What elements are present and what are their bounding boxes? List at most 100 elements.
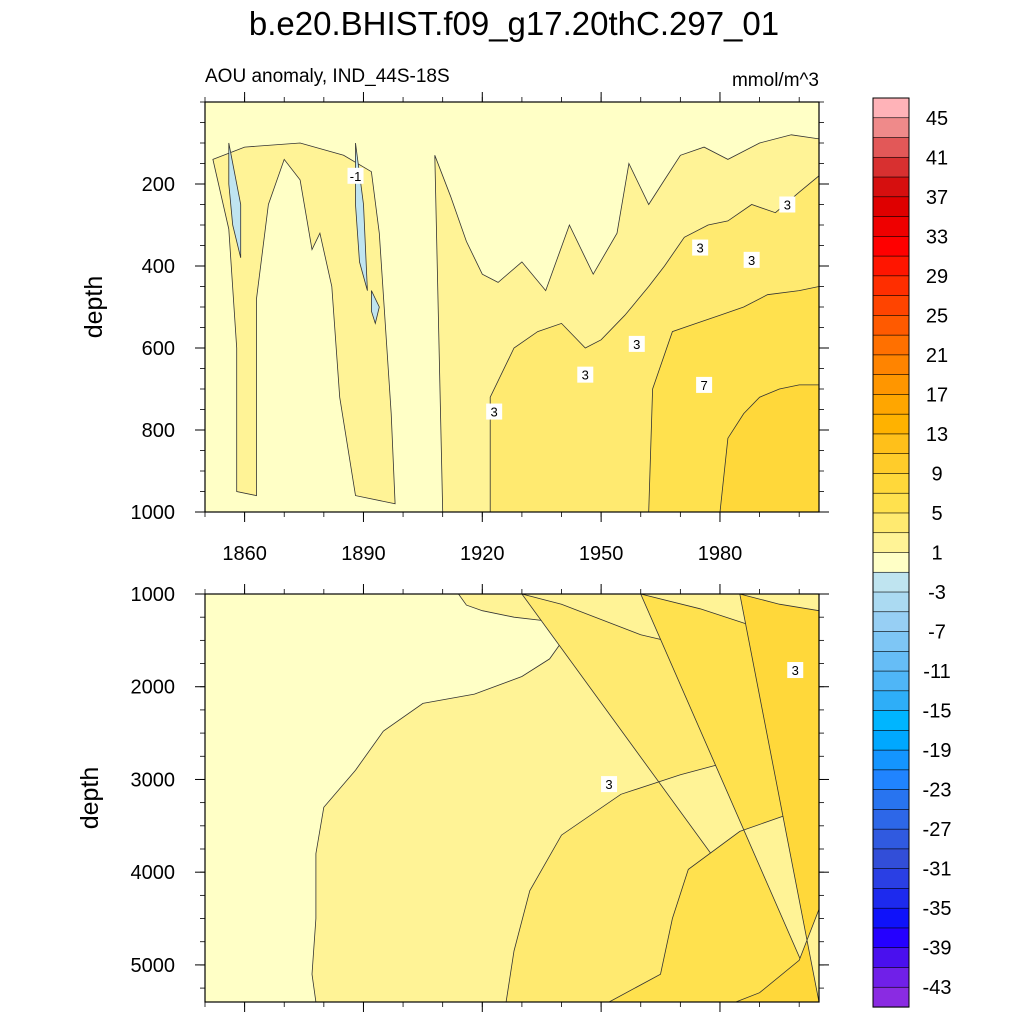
- colorbar-label: -19: [923, 740, 952, 762]
- colorbar-label: -39: [923, 938, 952, 960]
- colorbar-swatch: [872, 275, 910, 297]
- y-tick-label: 600: [142, 338, 175, 360]
- colorbar-swatch: [872, 809, 910, 830]
- colorbar-swatch: [872, 176, 910, 198]
- plot-frame: [204, 593, 820, 1003]
- svg-text:7: 7: [701, 378, 708, 393]
- y-tick-label: 2000: [131, 677, 176, 699]
- panel-lower: 3 3 1000 2000 3000 4000 5000: [131, 584, 829, 1012]
- contour-label: 3: [779, 196, 796, 213]
- colorbar-label: -23: [923, 780, 952, 802]
- y-tick-label: 1000: [131, 502, 176, 524]
- colorbar-swatch: [872, 848, 910, 870]
- colorbar-label: -31: [923, 859, 952, 881]
- colorbar-swatch: [872, 532, 910, 554]
- y-tick-label: 1000: [131, 584, 176, 606]
- colorbar-swatch: [872, 710, 910, 731]
- colorbar-swatch: [872, 967, 910, 988]
- colorbar-swatch: [872, 354, 910, 376]
- colorbar-label: -27: [923, 819, 952, 841]
- contour-label: 3: [601, 776, 618, 793]
- colorbar-swatch: [872, 888, 910, 909]
- contour-label: 3: [743, 251, 760, 268]
- chart-subtitle-left: AOU anomaly, IND_44S-18S: [205, 66, 450, 87]
- colorbar-swatch: [872, 236, 910, 257]
- colorbar-swatch: [872, 552, 910, 573]
- chart-title: b.e20.BHIST.f09_g17.20thC.297_01: [249, 5, 779, 42]
- colorbar-label: 5: [931, 503, 942, 525]
- colorbar-label: -3: [928, 582, 946, 604]
- svg-text:3: 3: [633, 337, 640, 352]
- y-tick-label: 400: [142, 256, 175, 278]
- panel-upper: -1 3 3 3 3 3 3 7 1860 1890 1920 1950 1980 200 400 600 80…: [131, 92, 829, 565]
- colorbar-swatch: [872, 97, 910, 119]
- colorbar-swatch: [872, 591, 910, 613]
- colorbar-swatch: [872, 611, 910, 633]
- svg-text:3: 3: [582, 368, 589, 383]
- colorbar-label: -15: [923, 701, 952, 723]
- colorbar-swatch: [872, 868, 910, 890]
- svg-text:3: 3: [605, 777, 612, 792]
- colorbar-swatch: [872, 512, 910, 534]
- colorbar-swatch: [872, 216, 910, 237]
- colorbar-label: -7: [928, 622, 946, 644]
- y-tick-label: 3000: [131, 769, 176, 791]
- colorbar-label: 29: [926, 266, 948, 288]
- svg-text:-1: -1: [350, 169, 362, 184]
- svg-text:3: 3: [748, 253, 755, 268]
- colorbar-swatch: [872, 927, 910, 949]
- contour-region: [228, 142, 242, 258]
- colorbar-swatch: [872, 690, 910, 712]
- colorbar-swatch: [872, 295, 910, 316]
- colorbar-swatch: [872, 473, 910, 494]
- contour-label: 7: [696, 376, 713, 393]
- svg-text:3: 3: [784, 198, 791, 213]
- contour-region: [370, 290, 380, 325]
- colorbar-frame: [872, 97, 910, 1008]
- x-tick-label: 1920: [460, 543, 505, 565]
- colorbar-swatch: [872, 137, 910, 158]
- colorbar-swatch: [872, 117, 910, 139]
- contour-region: [735, 594, 819, 1002]
- colorbar-label: 9: [931, 463, 942, 485]
- colorbar-swatch: [872, 374, 910, 396]
- x-tick-label: 1890: [341, 543, 386, 565]
- colorbar-label: 21: [926, 345, 948, 367]
- colorbar: 45 41 37 33 29 25 21 17 13 9 5 1 -3 -7 -11 -15 -19 -23 -27…: [872, 97, 952, 1008]
- colorbar-label: 25: [926, 305, 948, 327]
- contour-label: 3: [486, 403, 503, 420]
- colorbar-swatch: [872, 394, 910, 415]
- colorbar-swatch: [872, 947, 910, 969]
- y-tick-label: 800: [142, 420, 175, 442]
- x-tick-label: 1950: [579, 543, 624, 565]
- contour-label: -1: [347, 167, 364, 184]
- y-tick-label: 4000: [131, 862, 176, 884]
- contour-label: 3: [787, 662, 804, 679]
- colorbar-label: -35: [923, 898, 952, 920]
- colorbar-swatch: [872, 334, 910, 356]
- colorbar-swatch: [872, 571, 910, 593]
- colorbar-label: 1: [931, 543, 942, 565]
- colorbar-swatch: [872, 196, 910, 218]
- contour-label: 3: [577, 366, 594, 383]
- colorbar-swatch: [872, 986, 910, 1008]
- colorbar-label: 17: [926, 384, 948, 406]
- y-tick-label: 5000: [131, 955, 176, 977]
- colorbar-label: 45: [926, 108, 948, 130]
- svg-text:3: 3: [491, 405, 498, 420]
- colorbar-swatch: [872, 670, 910, 692]
- x-tick-label: 1860: [222, 543, 267, 565]
- contour-region: [719, 384, 819, 512]
- colorbar-swatch: [872, 828, 910, 850]
- chart-units: mmol/m^3: [732, 70, 819, 91]
- colorbar-swatch: [872, 730, 910, 751]
- colorbar-label: 13: [926, 424, 948, 446]
- colorbar-swatch: [872, 631, 910, 652]
- colorbar-swatch: [872, 769, 910, 791]
- colorbar-swatch: [872, 492, 910, 514]
- colorbar-swatch: [872, 156, 910, 178]
- svg-text:3: 3: [697, 241, 704, 256]
- colorbar-swatch: [872, 453, 910, 475]
- svg-text:3: 3: [792, 663, 799, 678]
- colorbar-swatch: [872, 907, 910, 929]
